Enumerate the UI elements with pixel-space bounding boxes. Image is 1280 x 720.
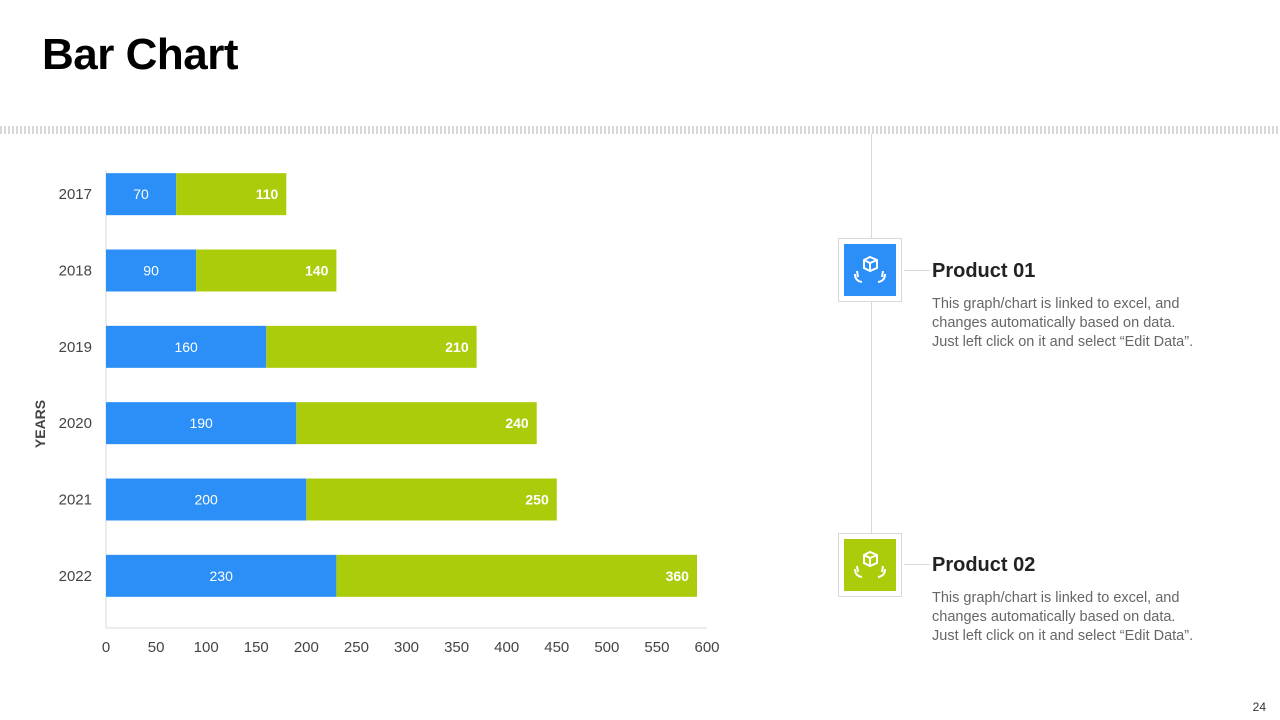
bar-product-02-2018: [196, 249, 337, 292]
data-label: 210: [445, 339, 469, 355]
bar-product-02-2022: [336, 554, 697, 597]
connector-line: [904, 270, 930, 271]
product-01-title: Product 01: [932, 260, 1036, 282]
x-tick-label: 300: [394, 639, 419, 656]
stacked-bar-chart[interactable]: 0 50 100 150 200 250 300 350 400 450 500 550 600 YEAR…: [0, 140, 760, 680]
y-tick-label: 2017: [59, 186, 92, 203]
data-label: 70: [133, 186, 149, 202]
y-axis-title: YEARS: [32, 400, 48, 448]
data-label: 230: [210, 568, 234, 584]
x-tick-label: 600: [694, 639, 719, 656]
data-label: 140: [305, 263, 329, 279]
x-tick-label: 0: [102, 639, 110, 656]
bar-product-01-2019: [106, 325, 267, 368]
header-divider: [0, 126, 1280, 134]
product-01-icon-frame: [838, 238, 902, 302]
box-hands-icon: [854, 550, 886, 578]
product-02-title: Product 02: [932, 554, 1036, 576]
data-label: 190: [189, 415, 213, 431]
x-tick-label: 200: [294, 639, 319, 656]
y-tick-label: 2020: [59, 415, 92, 432]
x-tick-label: 250: [344, 639, 369, 656]
x-tick-label: 100: [194, 639, 219, 656]
y-tick-label: 2021: [59, 492, 92, 509]
product-01-description: This graph/chart is linked to excel, and…: [932, 296, 1194, 350]
data-label: 200: [194, 492, 218, 508]
connector-line: [904, 564, 930, 565]
page-number: 24: [1252, 700, 1266, 714]
bar-product-01-2022: [106, 554, 337, 597]
data-label: 160: [174, 339, 198, 355]
bar-product-02-2021: [306, 478, 557, 521]
x-tick-label: 450: [544, 639, 569, 656]
x-tick-label: 400: [494, 639, 519, 656]
y-tick-label: 2022: [59, 568, 92, 585]
bar-product-01-2021: [106, 478, 307, 521]
data-label: 250: [525, 492, 549, 508]
bar-product-02-2017: [176, 173, 287, 216]
bar-product-01-2017: [106, 173, 177, 216]
product-02-icon-frame: [838, 533, 902, 597]
product-02-icon-box: [844, 539, 896, 591]
box-hands-icon: [854, 255, 886, 283]
data-label: 240: [505, 415, 529, 431]
x-tick-label: 50: [148, 639, 165, 656]
y-tick-label: 2019: [59, 339, 92, 356]
x-tick-label: 500: [594, 639, 619, 656]
data-label: 110: [256, 186, 279, 202]
product-02-description: This graph/chart is linked to excel, and…: [932, 590, 1194, 644]
bar-product-01-2018: [106, 249, 197, 292]
bar-product-02-2019: [266, 325, 477, 368]
page-title: Bar Chart: [42, 30, 239, 79]
bar-product-01-2020: [106, 402, 297, 445]
timeline-line: [871, 134, 872, 546]
x-tick-label: 150: [244, 639, 269, 656]
bar-product-02-2020: [296, 402, 537, 445]
data-label: 360: [666, 568, 690, 584]
product-01-icon-box: [844, 244, 896, 296]
data-label: 90: [143, 263, 159, 279]
x-tick-label: 550: [644, 639, 669, 656]
y-tick-label: 2018: [59, 263, 92, 280]
x-tick-label: 350: [444, 639, 469, 656]
